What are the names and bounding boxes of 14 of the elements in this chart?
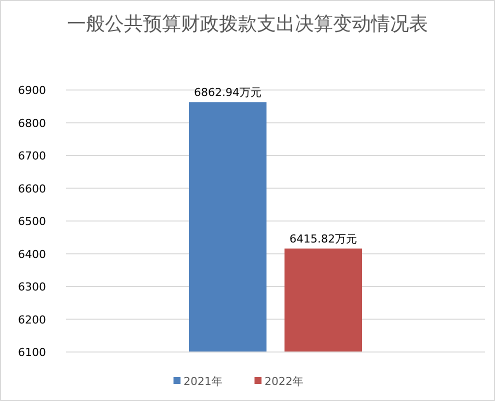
data-label: 6862.94万元: [194, 86, 262, 100]
y-tick-label: 6700: [18, 150, 46, 162]
y-tick-label: 6200: [18, 313, 46, 326]
y-tick-label: 6400: [18, 248, 46, 261]
y-tick-label: 6600: [18, 182, 46, 196]
y-tick-label: 6800: [18, 116, 46, 130]
data-label: 6415.82万元: [290, 232, 358, 246]
legend-label: 2022年: [264, 375, 304, 388]
legend-label: 2021年: [184, 375, 222, 388]
chart-title: 一般公共预算财政拨款支出决算变动情况表: [67, 13, 428, 35]
y-tick-label: 6300: [18, 280, 46, 294]
y-tick-label: 6500: [18, 215, 46, 228]
y-tick-label: 6900: [18, 84, 46, 97]
y-tick-label: 6100: [18, 346, 46, 359]
